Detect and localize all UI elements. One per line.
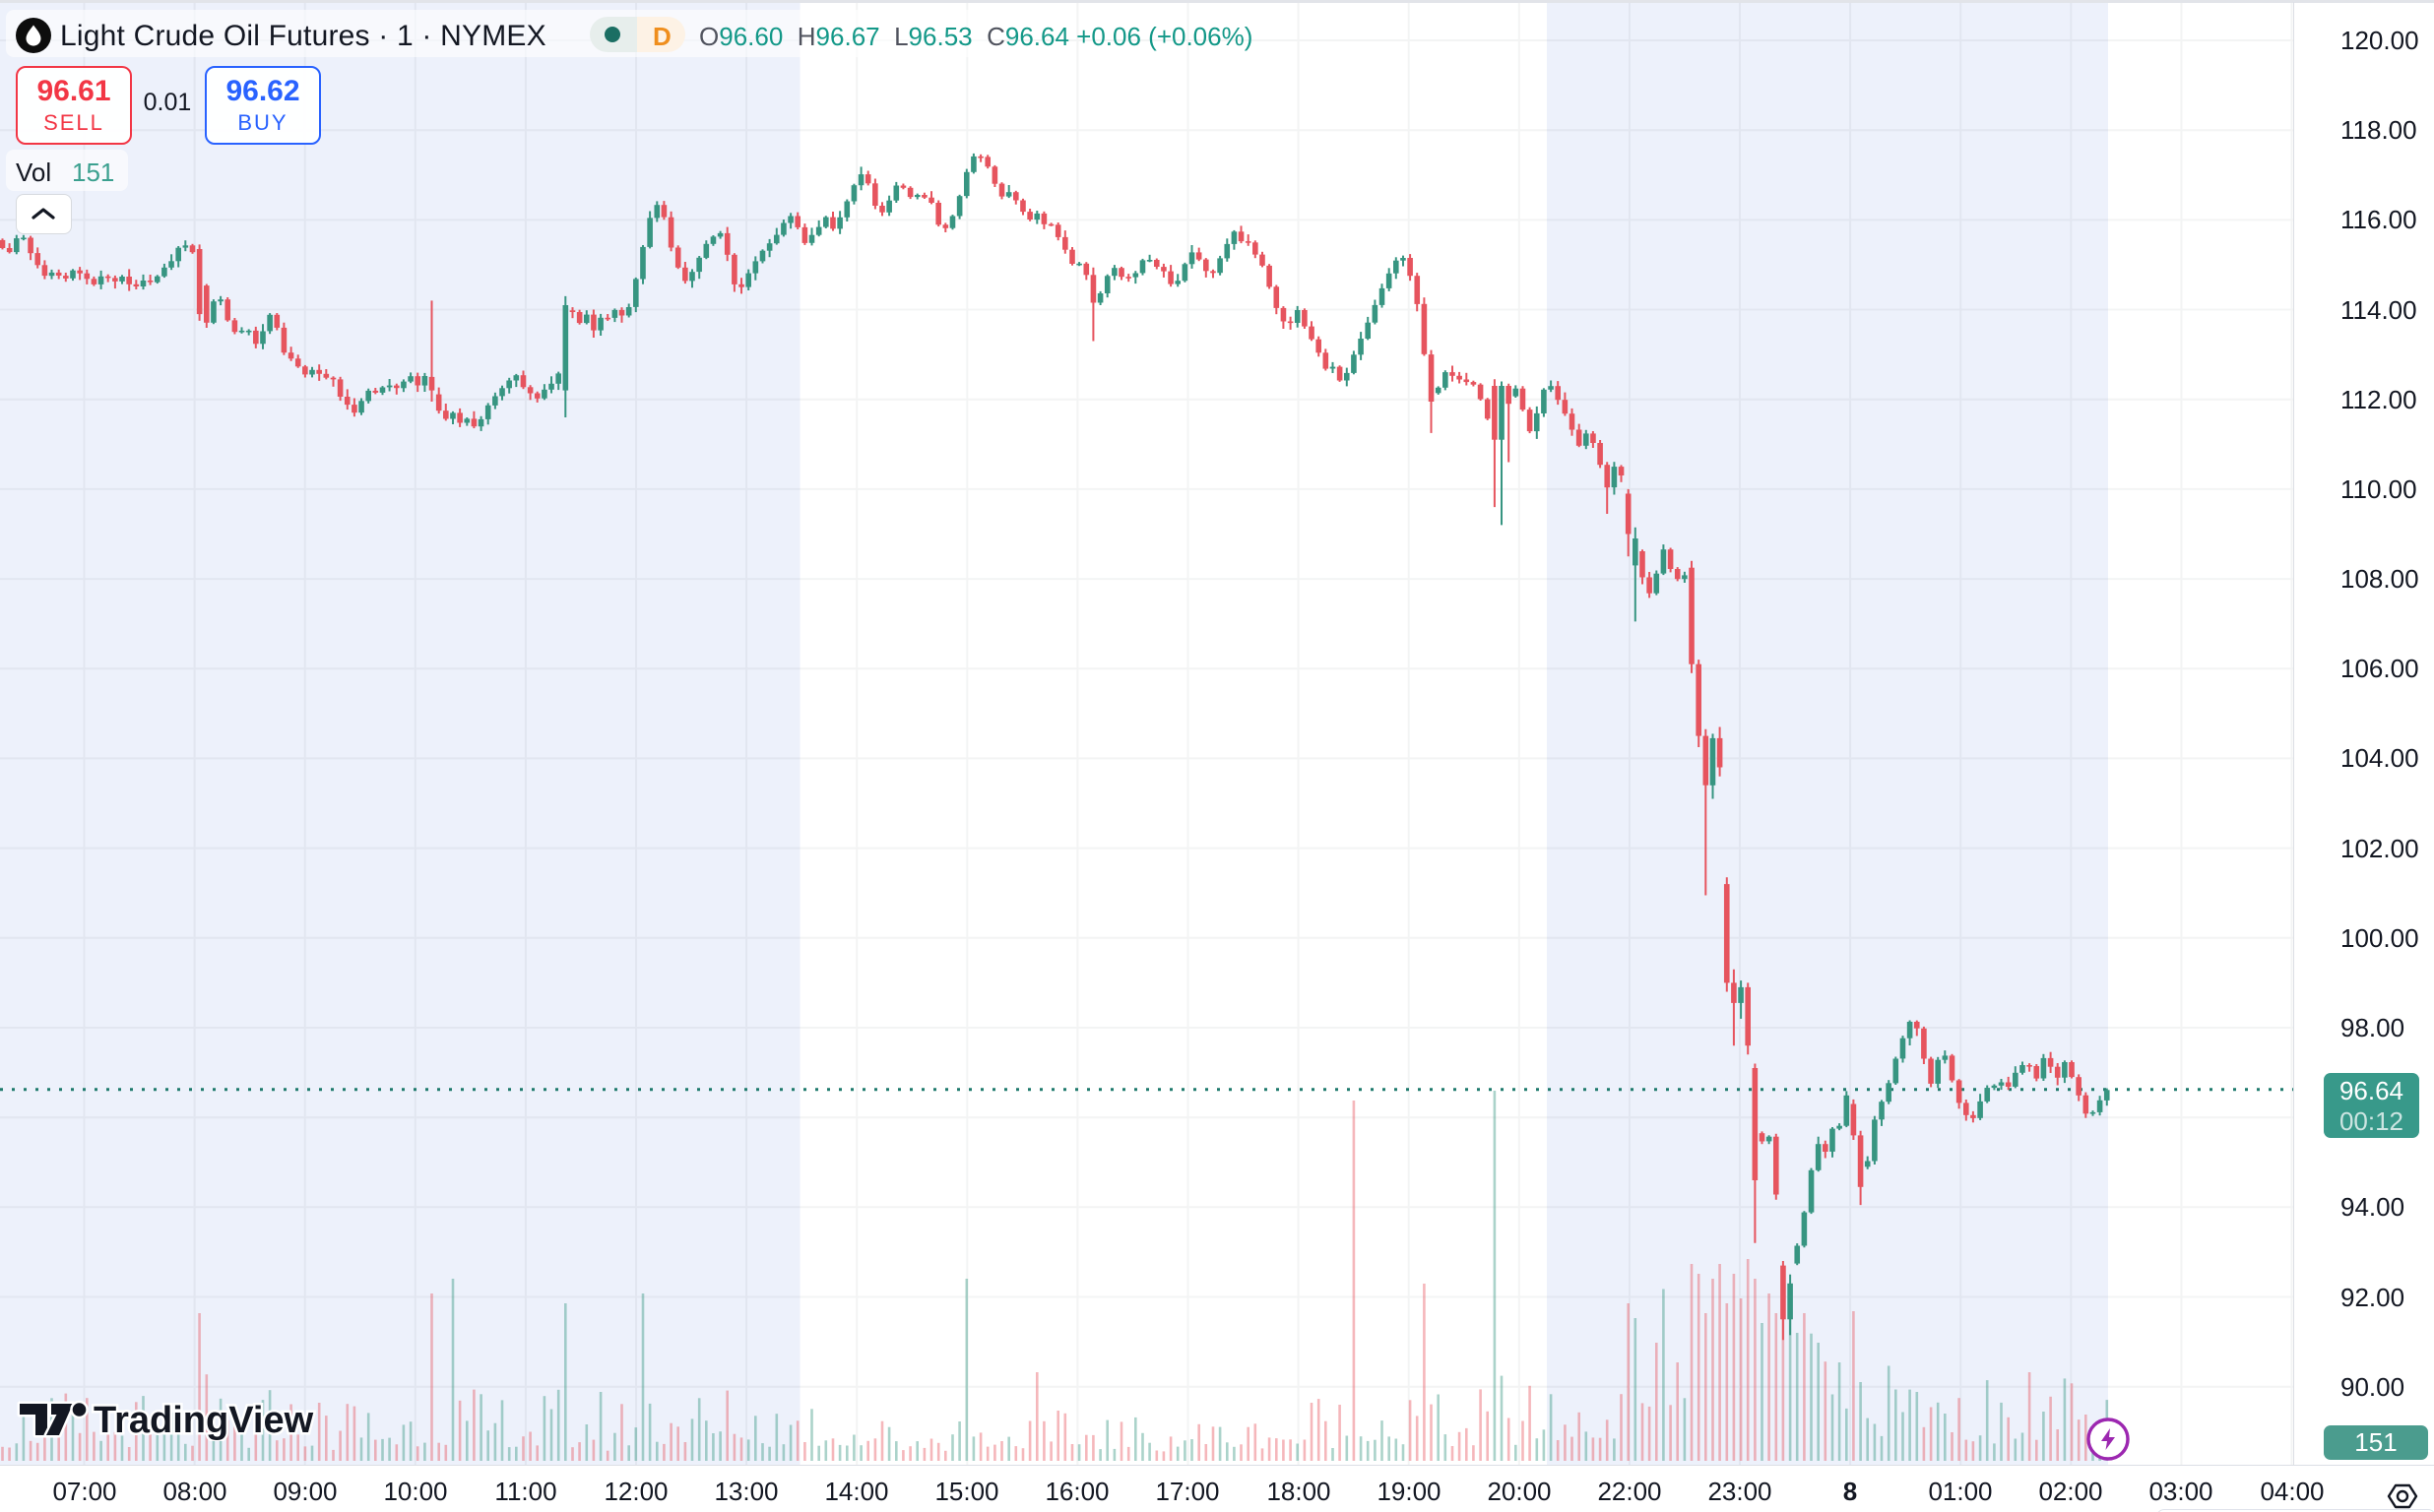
svg-text:TradingView: TradingView <box>94 1400 314 1441</box>
